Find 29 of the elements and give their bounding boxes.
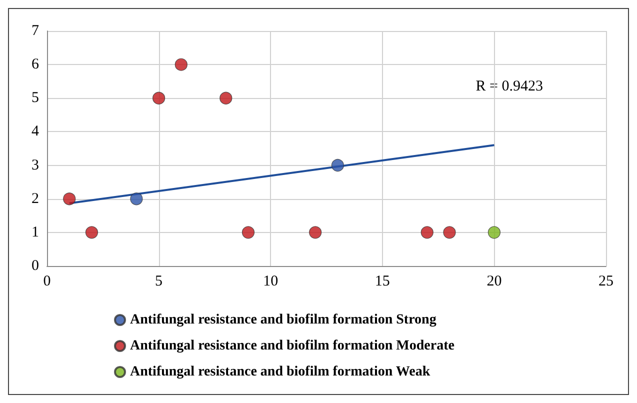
x-tick-label: 5 xyxy=(155,274,163,290)
legend-label: Antifungal resistance and biofilm formation Strong xyxy=(130,312,436,328)
point xyxy=(488,226,500,239)
y-tick-label: 1 xyxy=(32,224,39,240)
point xyxy=(309,226,322,239)
y-tick-label: 7 xyxy=(32,23,40,39)
point xyxy=(420,226,434,239)
x-tick-label: 15 xyxy=(374,274,390,290)
point xyxy=(63,192,76,206)
y-tick-label: 5 xyxy=(32,90,39,106)
x-tick-label: 0 xyxy=(43,274,51,290)
point xyxy=(242,226,255,239)
x-tick-label: 25 xyxy=(598,274,614,290)
y-tick-label: 4 xyxy=(32,124,40,140)
point xyxy=(220,92,232,104)
y-tick-label: 2 xyxy=(32,190,39,207)
point xyxy=(443,226,456,239)
point xyxy=(130,192,143,206)
y-tick-label: 0 xyxy=(32,258,39,274)
x-tick-label: 10 xyxy=(263,274,278,290)
point xyxy=(152,92,166,104)
legend-label: Antifungal resistance and biofilm formation Weak xyxy=(130,364,430,380)
y-tick-label: 6 xyxy=(32,56,40,73)
point xyxy=(174,58,188,71)
point xyxy=(331,158,344,172)
y-tick-label: 3 xyxy=(32,157,39,174)
point xyxy=(85,226,98,239)
legend-label: Antifungal resistance and biofilm formation Moderate xyxy=(130,338,454,354)
x-tick-label: 20 xyxy=(486,274,502,290)
